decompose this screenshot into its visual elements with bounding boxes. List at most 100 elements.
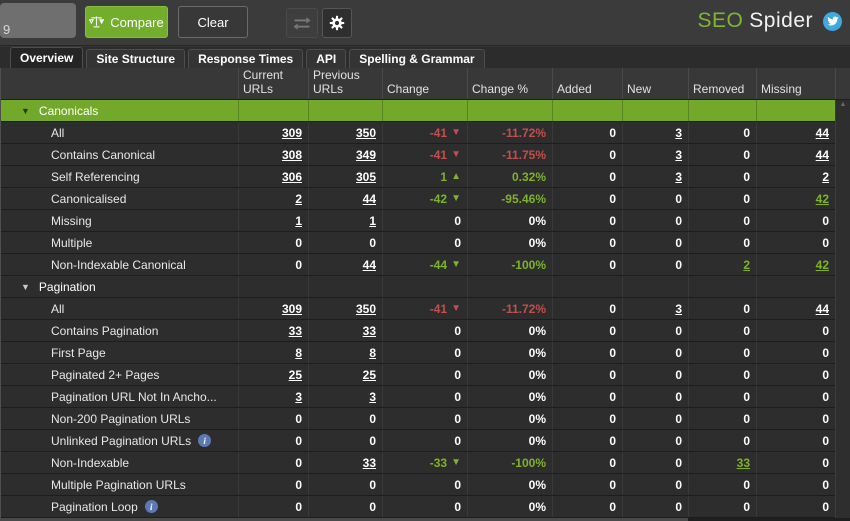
table-row-paginated-2-pages[interactable]: Paginated 2+ Pages 25 25 0 0% 0 0 0 0 <box>1 364 850 386</box>
row-label-cell[interactable]: Missing <box>1 210 239 231</box>
cell-previous-urls[interactable]: 1 <box>309 210 383 231</box>
compare-settings-button[interactable] <box>322 8 352 38</box>
tab-spelling-grammar[interactable]: Spelling & Grammar <box>349 49 485 68</box>
table-row-canonicalised[interactable]: Canonicalised 2 44 -42 ▼ -95.46% 0 0 0 42 <box>1 188 850 210</box>
row-label-cell[interactable]: Contains Pagination <box>1 320 239 341</box>
collapse-triangle-icon[interactable]: ▼ <box>21 105 30 116</box>
section-row-canonicals[interactable]: ▼ Canonicals <box>1 100 850 122</box>
cell-current-urls[interactable]: 306 <box>239 166 309 187</box>
horizontal-scrollbar-thumb[interactable] <box>0 518 688 521</box>
table-row-pagination-url-not-in-ancho[interactable]: Pagination URL Not In Ancho... 3 3 0 0% 0 0 0 0 <box>1 386 850 408</box>
table-row-self-referencing[interactable]: Self Referencing 306 305 1 ▲ 0.32% 0 3 0 2 <box>1 166 850 188</box>
cell-current-urls[interactable]: 33 <box>239 320 309 341</box>
row-label-cell[interactable]: Non-200 Pagination URLs <box>1 408 239 429</box>
row-label-cell[interactable]: Multiple <box>1 232 239 253</box>
tab-api[interactable]: API <box>306 49 347 68</box>
cell-missing: 0 <box>757 364 836 385</box>
row-label-cell[interactable]: Unlinked Pagination URLs i <box>1 430 239 451</box>
collapse-triangle-icon[interactable]: ▼ <box>21 281 30 292</box>
row-label-cell[interactable]: Multiple Pagination URLs <box>1 474 239 495</box>
column-header-new[interactable]: New <box>623 68 689 99</box>
cell-previous-urls[interactable]: 44 <box>309 254 383 275</box>
twitter-icon[interactable] <box>823 11 842 31</box>
cell-missing[interactable]: 44 <box>757 298 836 319</box>
table-row-contains-pagination[interactable]: Contains Pagination 33 33 0 0% 0 0 0 0 <box>1 320 850 342</box>
horizontal-scrollbar[interactable] <box>0 518 850 521</box>
cell-missing[interactable]: 2 <box>757 166 836 187</box>
cell-previous-urls[interactable]: 8 <box>309 342 383 363</box>
cell-previous-urls[interactable]: 25 <box>309 364 383 385</box>
column-header-change[interactable]: Change <box>383 68 468 99</box>
column-header-missing[interactable]: Missing <box>757 68 836 99</box>
table-row-first-page[interactable]: First Page 8 8 0 0% 0 0 0 0 <box>1 342 850 364</box>
row-label-cell[interactable]: Pagination Loop i <box>1 496 239 517</box>
cell-previous-urls[interactable]: 33 <box>309 320 383 341</box>
cell-previous-urls[interactable]: 350 <box>309 122 383 143</box>
compare-button[interactable]: Compare <box>85 6 168 38</box>
cell-current-urls[interactable]: 1 <box>239 210 309 231</box>
row-label-cell[interactable]: Canonicalised <box>1 188 239 209</box>
table-row-contains-canonical[interactable]: Contains Canonical 308 349 -41 ▼ -11.75% 0 3 0 44 <box>1 144 850 166</box>
cell-previous-urls[interactable]: 305 <box>309 166 383 187</box>
cell-current-urls[interactable]: 308 <box>239 144 309 165</box>
table-row-unlinked-pagination-urls[interactable]: Unlinked Pagination URLs i 0 0 0 0% 0 0 0 0 <box>1 430 850 452</box>
table-row-multiple-pagination-urls[interactable]: Multiple Pagination URLs 0 0 0 0% 0 0 0 0 <box>1 474 850 496</box>
swap-crawls-button[interactable] <box>286 8 318 38</box>
row-label-cell[interactable]: All <box>1 298 239 319</box>
vertical-scrollbar[interactable]: ▲ <box>835 100 850 518</box>
cell-missing[interactable]: 44 <box>757 144 836 165</box>
table-row-missing[interactable]: Missing 1 1 0 0% 0 0 0 0 <box>1 210 850 232</box>
row-label-cell[interactable]: First Page <box>1 342 239 363</box>
cell-missing[interactable]: 42 <box>757 188 836 209</box>
column-header-removed[interactable]: Removed <box>689 68 757 99</box>
section-row-pagination[interactable]: ▼ Pagination <box>1 276 850 298</box>
cell-value: 0 <box>369 433 376 448</box>
cell-missing[interactable]: 42 <box>757 254 836 275</box>
cell-previous-urls[interactable]: 44 <box>309 188 383 209</box>
table-row-all[interactable]: All 309 350 -41 ▼ -11.72% 0 3 0 44 <box>1 122 850 144</box>
cell-current-urls[interactable]: 309 <box>239 122 309 143</box>
table-row-pagination-loop[interactable]: Pagination Loop i 0 0 0 0% 0 0 0 0 <box>1 496 850 518</box>
column-header-current-urls[interactable]: Current URLs <box>239 68 309 99</box>
row-label-cell[interactable]: Non-Indexable <box>1 452 239 473</box>
clear-button[interactable]: Clear <box>178 6 248 38</box>
cell-previous-urls[interactable]: 349 <box>309 144 383 165</box>
column-header-added[interactable]: Added <box>553 68 623 99</box>
tab-overview[interactable]: Overview <box>10 47 84 68</box>
column-header-change-pct[interactable]: Change % <box>468 68 553 99</box>
row-label-cell[interactable]: Pagination URL Not In Ancho... <box>1 386 239 407</box>
cell-removed[interactable]: 2 <box>689 254 757 275</box>
cell-new[interactable]: 3 <box>623 144 689 165</box>
cell-current-urls[interactable]: 8 <box>239 342 309 363</box>
row-label-cell[interactable]: Paginated 2+ Pages <box>1 364 239 385</box>
cell-previous-urls[interactable]: 350 <box>309 298 383 319</box>
cell-current-urls[interactable]: 2 <box>239 188 309 209</box>
cell-new[interactable]: 3 <box>623 298 689 319</box>
table-row-multiple[interactable]: Multiple 0 0 0 0% 0 0 0 0 <box>1 232 850 254</box>
cell-removed[interactable]: 33 <box>689 452 757 473</box>
row-label-cell[interactable]: Contains Canonical <box>1 144 239 165</box>
cell-previous-urls[interactable]: 33 <box>309 452 383 473</box>
cell-current-urls[interactable]: 25 <box>239 364 309 385</box>
tab-response-times[interactable]: Response Times <box>188 49 304 68</box>
table-row-non-indexable-canonical[interactable]: Non-Indexable Canonical 0 44 -44 ▼ -100% 0 0 2 42 <box>1 254 850 276</box>
row-label-cell[interactable]: All <box>1 122 239 143</box>
cell-added: 0 <box>553 342 623 363</box>
table-row-non-200-pagination-urls[interactable]: Non-200 Pagination URLs 0 0 0 0% 0 0 0 0 <box>1 408 850 430</box>
cell-new[interactable]: 3 <box>623 166 689 187</box>
cell-previous-urls[interactable]: 3 <box>309 386 383 407</box>
cell-value: 0 <box>675 367 682 382</box>
scroll-up-arrow-icon[interactable]: ▲ <box>839 101 847 108</box>
crawl-selector-fragment[interactable]: 9 <box>0 3 76 38</box>
row-label: Contains Canonical <box>51 147 156 162</box>
row-label-cell[interactable]: Self Referencing <box>1 166 239 187</box>
tab-site-structure[interactable]: Site Structure <box>86 49 186 68</box>
table-row-all[interactable]: All 309 350 -41 ▼ -11.72% 0 3 0 44 <box>1 298 850 320</box>
column-header-previous-urls[interactable]: Previous URLs <box>309 68 383 99</box>
cell-current-urls[interactable]: 309 <box>239 298 309 319</box>
cell-missing[interactable]: 44 <box>757 122 836 143</box>
cell-new[interactable]: 3 <box>623 122 689 143</box>
table-row-non-indexable[interactable]: Non-Indexable 0 33 -33 ▼ -100% 0 0 33 0 <box>1 452 850 474</box>
cell-current-urls[interactable]: 3 <box>239 386 309 407</box>
row-label-cell[interactable]: Non-Indexable Canonical <box>1 254 239 275</box>
